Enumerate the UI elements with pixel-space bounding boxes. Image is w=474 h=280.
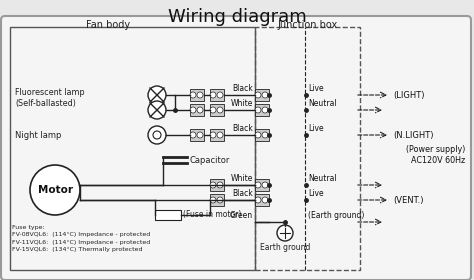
Bar — [210, 104, 224, 116]
Circle shape — [255, 132, 261, 138]
Bar — [210, 179, 224, 191]
Text: Neutral: Neutral — [308, 174, 337, 183]
Circle shape — [217, 197, 223, 203]
Bar — [255, 179, 269, 191]
Bar — [255, 104, 269, 116]
Text: Black: Black — [232, 84, 253, 93]
Text: Night lamp: Night lamp — [15, 130, 61, 139]
Circle shape — [255, 197, 261, 203]
Circle shape — [210, 182, 216, 188]
Text: Junction box: Junction box — [278, 20, 338, 30]
Circle shape — [255, 92, 261, 98]
Text: Fluorescent lamp
(Self-ballasted): Fluorescent lamp (Self-ballasted) — [15, 88, 85, 108]
Circle shape — [262, 132, 268, 138]
Text: Black: Black — [232, 189, 253, 198]
Bar — [190, 104, 204, 116]
Text: (Fuse in motor): (Fuse in motor) — [183, 211, 241, 220]
Text: Green: Green — [230, 211, 253, 220]
Circle shape — [210, 132, 216, 138]
Circle shape — [190, 132, 196, 138]
Text: (N.LIGHT): (N.LIGHT) — [393, 130, 434, 139]
Circle shape — [210, 197, 216, 203]
Bar — [255, 89, 269, 101]
Circle shape — [262, 197, 268, 203]
Circle shape — [217, 107, 223, 113]
Circle shape — [190, 107, 196, 113]
Bar — [155, 210, 181, 220]
Circle shape — [210, 92, 216, 98]
Circle shape — [255, 107, 261, 113]
Bar — [210, 194, 224, 206]
Circle shape — [30, 165, 80, 215]
Circle shape — [197, 107, 203, 113]
Bar — [210, 129, 224, 141]
Circle shape — [148, 86, 166, 104]
Text: Fan body: Fan body — [86, 20, 130, 30]
Circle shape — [262, 107, 268, 113]
Circle shape — [217, 182, 223, 188]
Text: Black: Black — [232, 124, 253, 133]
Text: (LIGHT): (LIGHT) — [393, 90, 425, 99]
Text: (VENT.): (VENT.) — [393, 195, 423, 204]
Bar — [190, 129, 204, 141]
Bar — [210, 89, 224, 101]
Bar — [255, 129, 269, 141]
Text: Wiring diagram: Wiring diagram — [168, 8, 306, 26]
Circle shape — [217, 92, 223, 98]
Circle shape — [255, 182, 261, 188]
Circle shape — [190, 92, 196, 98]
Text: (Power supply)
AC120V 60Hz: (Power supply) AC120V 60Hz — [406, 145, 465, 165]
Text: Live: Live — [308, 84, 324, 93]
Circle shape — [262, 182, 268, 188]
Text: Live: Live — [308, 124, 324, 133]
Text: White: White — [231, 174, 253, 183]
Text: Capacitor: Capacitor — [190, 155, 230, 165]
Text: White: White — [231, 99, 253, 108]
FancyBboxPatch shape — [1, 16, 471, 280]
Bar — [10, 27, 255, 270]
Text: Motor: Motor — [37, 185, 73, 195]
Circle shape — [277, 225, 293, 241]
Bar — [190, 89, 204, 101]
Circle shape — [197, 132, 203, 138]
Text: Live: Live — [308, 189, 324, 198]
Circle shape — [217, 132, 223, 138]
Text: Earth ground: Earth ground — [260, 243, 310, 252]
Circle shape — [197, 92, 203, 98]
Circle shape — [153, 131, 161, 139]
Text: (Earth ground): (Earth ground) — [308, 211, 365, 220]
Text: Fuse type:
FV-08VQL6:  (114°C) Impedance - protected
FV-11VQL6:  (114°C) Impedan: Fuse type: FV-08VQL6: (114°C) Impedance … — [12, 225, 150, 252]
Circle shape — [262, 92, 268, 98]
Circle shape — [148, 126, 166, 144]
Circle shape — [148, 101, 166, 119]
Bar — [255, 27, 360, 270]
Circle shape — [210, 107, 216, 113]
Bar — [255, 194, 269, 206]
Text: Neutral: Neutral — [308, 99, 337, 108]
